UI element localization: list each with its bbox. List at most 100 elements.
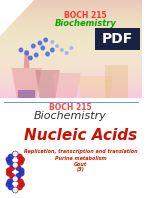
Bar (0, 53, 142, 54)
Circle shape (13, 151, 18, 156)
Bar (0, 11, 142, 12)
FancyBboxPatch shape (95, 28, 140, 50)
Polygon shape (11, 68, 42, 100)
Circle shape (13, 188, 18, 192)
Bar (0, 54, 142, 55)
Bar (0, 36, 142, 37)
Text: (3): (3) (77, 168, 85, 172)
Bar (0, 81, 142, 82)
Bar (0, 44, 142, 45)
Bar (0, 92, 142, 93)
Bar (0, 60, 142, 61)
Polygon shape (24, 50, 30, 68)
Bar (0, 51, 142, 52)
Bar (0, 48, 142, 49)
Circle shape (19, 171, 24, 176)
Bar (0, 10, 142, 11)
Bar (0, 88, 142, 89)
Circle shape (10, 174, 14, 179)
Circle shape (44, 38, 47, 42)
Circle shape (34, 53, 38, 57)
Bar (0, 85, 142, 86)
Bar (0, 27, 142, 28)
Bar (0, 3, 142, 4)
Bar (0, 84, 142, 85)
Circle shape (32, 44, 35, 48)
Bar (0, 79, 142, 80)
Bar (0, 98, 142, 198)
Circle shape (7, 168, 11, 173)
Circle shape (13, 177, 17, 181)
Bar (0, 89, 142, 90)
Bar (0, 65, 142, 66)
Circle shape (51, 41, 54, 43)
Polygon shape (18, 90, 35, 100)
Bar (0, 25, 142, 26)
Bar (0, 43, 142, 44)
Circle shape (13, 188, 18, 192)
Bar (0, 45, 142, 46)
Bar (0, 71, 142, 72)
Circle shape (8, 185, 13, 190)
Bar (0, 80, 142, 81)
Bar (0, 98, 142, 99)
Bar (0, 35, 142, 36)
Bar (0, 70, 142, 71)
Bar (0, 5, 142, 6)
Bar (0, 31, 142, 32)
Circle shape (18, 179, 23, 184)
Bar (0, 38, 142, 39)
Bar (0, 73, 142, 74)
Bar (0, 67, 142, 68)
Bar (0, 61, 142, 62)
Circle shape (41, 46, 45, 50)
Text: Biochemistry: Biochemistry (34, 111, 107, 121)
Circle shape (18, 160, 23, 165)
Bar (0, 24, 142, 25)
Text: BOCH 215: BOCH 215 (49, 103, 92, 111)
Circle shape (11, 176, 16, 181)
Bar (0, 42, 142, 43)
Text: PDF: PDF (102, 32, 133, 46)
Bar (0, 15, 142, 16)
Circle shape (60, 49, 63, 51)
Bar (0, 96, 142, 97)
Circle shape (65, 52, 68, 54)
Bar (0, 37, 142, 38)
Circle shape (6, 157, 11, 162)
Circle shape (14, 176, 19, 181)
Bar (0, 28, 142, 29)
Bar (0, 82, 142, 83)
Bar (0, 12, 142, 13)
Bar (0, 69, 142, 70)
Circle shape (13, 151, 18, 156)
Bar (0, 8, 142, 9)
Bar (0, 99, 142, 100)
Text: Nucleic Acids: Nucleic Acids (24, 129, 138, 144)
Circle shape (10, 165, 14, 170)
Bar (0, 93, 142, 94)
Bar (0, 52, 142, 53)
Text: Replication, transcription and translation: Replication, transcription and translati… (24, 149, 138, 154)
Text: Gout: Gout (74, 162, 87, 167)
Bar (0, 56, 142, 57)
Circle shape (51, 48, 54, 52)
Bar (0, 74, 142, 75)
Circle shape (7, 160, 12, 165)
Bar (0, 0, 142, 1)
Circle shape (20, 182, 24, 187)
Bar (0, 18, 142, 19)
Circle shape (11, 163, 16, 168)
Circle shape (25, 51, 28, 55)
Bar (105, 65, 128, 100)
Bar (0, 75, 142, 76)
Bar (0, 68, 142, 69)
Bar (0, 87, 142, 88)
Bar (0, 39, 142, 40)
Polygon shape (52, 73, 81, 100)
Bar (0, 66, 142, 67)
Circle shape (17, 185, 22, 190)
Circle shape (20, 157, 24, 162)
Bar (0, 26, 142, 27)
Bar (0, 6, 142, 7)
